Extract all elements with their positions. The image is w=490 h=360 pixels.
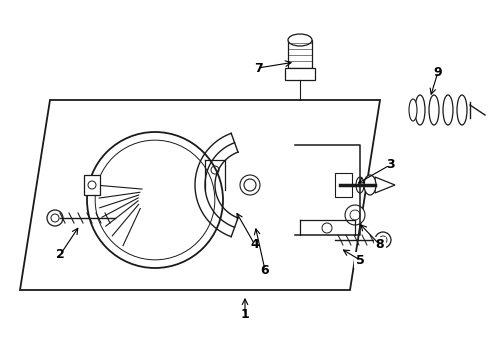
Ellipse shape	[457, 95, 467, 125]
Ellipse shape	[288, 34, 312, 46]
Polygon shape	[84, 175, 100, 195]
FancyBboxPatch shape	[288, 40, 312, 68]
Text: 2: 2	[56, 248, 64, 261]
Text: 3: 3	[386, 158, 394, 171]
Circle shape	[345, 205, 365, 225]
Text: 9: 9	[434, 66, 442, 78]
Ellipse shape	[415, 95, 425, 125]
Polygon shape	[375, 177, 395, 193]
Polygon shape	[335, 173, 352, 197]
Ellipse shape	[364, 175, 376, 195]
Circle shape	[47, 210, 63, 226]
Circle shape	[375, 232, 391, 248]
Text: 7: 7	[254, 62, 262, 75]
Text: 5: 5	[356, 253, 365, 266]
Ellipse shape	[356, 177, 364, 193]
Text: 4: 4	[250, 238, 259, 252]
Circle shape	[240, 175, 260, 195]
Text: 6: 6	[261, 264, 270, 276]
Text: 8: 8	[376, 238, 384, 252]
FancyBboxPatch shape	[285, 68, 315, 80]
Circle shape	[244, 179, 256, 191]
Ellipse shape	[443, 95, 453, 125]
Ellipse shape	[429, 95, 439, 125]
Ellipse shape	[409, 99, 417, 121]
Text: 1: 1	[241, 309, 249, 321]
